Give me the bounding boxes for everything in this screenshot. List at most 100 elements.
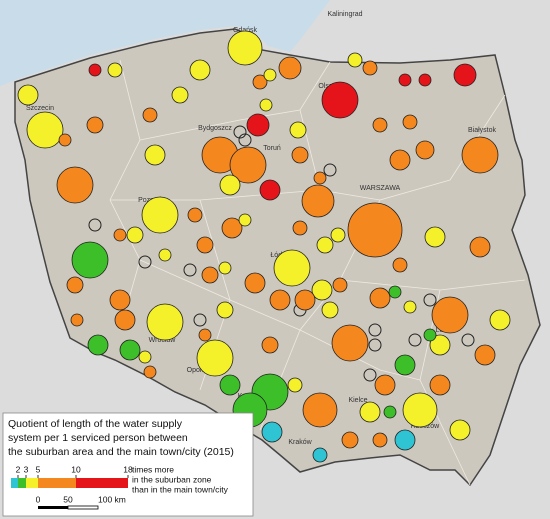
circle-mark xyxy=(70,313,84,327)
circle-mark xyxy=(321,81,359,119)
circle-mark xyxy=(402,114,418,130)
circle-mark xyxy=(142,107,158,123)
circle-mark xyxy=(449,419,471,441)
scale-label: 100 km xyxy=(98,494,126,504)
circle-mark xyxy=(198,328,212,342)
circle-mark xyxy=(119,339,141,361)
circle-mark xyxy=(196,339,234,377)
circle-mark xyxy=(261,421,283,443)
legend-tick-label: 5 xyxy=(36,464,41,474)
empty-circle xyxy=(368,323,382,337)
circle-mark xyxy=(372,117,388,133)
circle-mark xyxy=(392,257,408,273)
circle-mark xyxy=(331,324,369,362)
circle-mark xyxy=(398,73,412,87)
circle-mark xyxy=(429,334,451,356)
circle-mark xyxy=(302,392,338,428)
circle-mark xyxy=(187,207,203,223)
circle-mark xyxy=(389,149,411,171)
empty-circle xyxy=(88,218,102,232)
circle-mark xyxy=(17,84,39,106)
empty-circle xyxy=(423,293,437,307)
empty-circle xyxy=(408,333,422,347)
circle-mark xyxy=(71,241,109,279)
sea xyxy=(0,0,330,86)
legend-swatch xyxy=(18,478,26,488)
place-label: Kaliningrad xyxy=(327,11,362,18)
circle-mark xyxy=(431,296,469,334)
legend-swatch xyxy=(26,478,38,488)
empty-circle xyxy=(238,133,252,147)
circle-mark xyxy=(429,374,451,396)
circle-mark xyxy=(141,196,179,234)
circle-mark xyxy=(312,447,328,463)
circle-mark xyxy=(347,52,363,68)
empty-circle xyxy=(183,263,197,277)
empty-circles xyxy=(88,125,475,382)
circle-mark xyxy=(273,249,311,287)
circle-mark xyxy=(469,236,491,258)
place-label: Toruń xyxy=(263,145,281,152)
circle-mark xyxy=(461,136,499,174)
circle-mark xyxy=(66,276,84,294)
empty-circle xyxy=(368,338,382,352)
circle-mark xyxy=(263,68,277,82)
scale-label: 50 xyxy=(63,494,73,504)
circle-mark xyxy=(158,248,172,262)
legend-tick-label: 18 xyxy=(123,464,133,474)
circle-mark xyxy=(26,111,64,149)
legend-title: Quotient of length of the water supply xyxy=(8,418,183,430)
circle-mark xyxy=(171,86,189,104)
circle-mark xyxy=(114,309,136,331)
empty-circle xyxy=(461,333,475,347)
place-label: Łódź xyxy=(270,252,286,259)
place-label: Opole xyxy=(187,367,206,374)
circle-mark xyxy=(244,272,266,294)
circle-mark xyxy=(227,30,263,66)
circle-mark xyxy=(229,146,267,184)
place-label: Kielce xyxy=(348,397,367,404)
legend-tick-label: 3 xyxy=(24,464,29,474)
circle-mark xyxy=(87,334,109,356)
circle-mark xyxy=(246,113,270,137)
circle-mark xyxy=(269,289,291,311)
scale-bar xyxy=(67,505,99,510)
place-label: Białystok xyxy=(468,127,497,134)
circle-mark xyxy=(126,226,144,244)
circle-mark xyxy=(362,60,378,76)
legend-note: times more xyxy=(132,464,174,474)
empty-circle xyxy=(193,313,207,327)
circle-mark xyxy=(301,184,335,218)
circle-mark xyxy=(383,405,397,419)
place-label: Wrocław xyxy=(149,337,177,344)
circle-mark xyxy=(289,121,307,139)
circle-mark xyxy=(86,116,104,134)
circle-mark xyxy=(313,171,327,185)
circle-mark xyxy=(113,228,127,242)
circle-mark xyxy=(56,166,94,204)
place-label: Bydgoszcz xyxy=(198,125,232,132)
circle-mark xyxy=(311,279,333,301)
empty-circle xyxy=(138,255,152,269)
circle-mark xyxy=(219,174,241,196)
circle-mark xyxy=(221,217,243,239)
circle-mark xyxy=(359,401,381,423)
circle-mark xyxy=(489,309,511,331)
circle-mark xyxy=(287,377,303,393)
circle-mark xyxy=(189,59,211,81)
circle-mark xyxy=(330,227,346,243)
scale-bar xyxy=(38,506,68,509)
circle-mark xyxy=(143,365,157,379)
empty-circle xyxy=(233,125,247,139)
place-label: Kraków xyxy=(288,439,312,446)
circle-mark xyxy=(321,301,339,319)
legend-title: the suburban area and the main town/city… xyxy=(8,446,234,458)
legend: Quotient of length of the water supply s… xyxy=(2,412,254,517)
circle-mark xyxy=(332,277,348,293)
legend-note: in the suburban zone xyxy=(132,474,212,484)
circle-mark xyxy=(107,62,123,78)
place-label: Szczecin xyxy=(26,105,54,112)
circle-mark xyxy=(218,261,232,275)
place-label: Gdańsk xyxy=(233,27,258,34)
